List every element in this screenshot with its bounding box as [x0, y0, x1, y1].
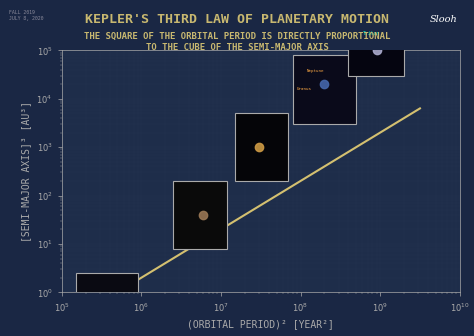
X-axis label: (ORBITAL PERIOD)² [YEAR²]: (ORBITAL PERIOD)² [YEAR²] — [187, 319, 334, 329]
Text: Neptune: Neptune — [307, 70, 324, 74]
Text: Triton: Triton — [363, 31, 380, 36]
Bar — [348, 27, 404, 76]
Bar — [235, 113, 288, 181]
Y-axis label: [SEMI-MAJOR AXIS]³ [AU³]: [SEMI-MAJOR AXIS]³ [AU³] — [21, 101, 31, 242]
Bar — [76, 273, 137, 332]
Text: FALL 2019
JULY 8, 2020: FALL 2019 JULY 8, 2020 — [9, 10, 44, 21]
Text: KEPLER'S THIRD LAW OF PLANETARY MOTION: KEPLER'S THIRD LAW OF PLANETARY MOTION — [85, 13, 389, 26]
Text: Slooh: Slooh — [429, 15, 457, 24]
Bar — [173, 181, 227, 249]
Bar — [293, 55, 356, 124]
Text: THE SQUARE OF THE ORBITAL PERIOD IS DIRECTLY PROPORTIONAL
TO THE CUBE OF THE SEM: THE SQUARE OF THE ORBITAL PERIOD IS DIRE… — [84, 32, 390, 52]
Text: Uranus: Uranus — [297, 87, 312, 91]
